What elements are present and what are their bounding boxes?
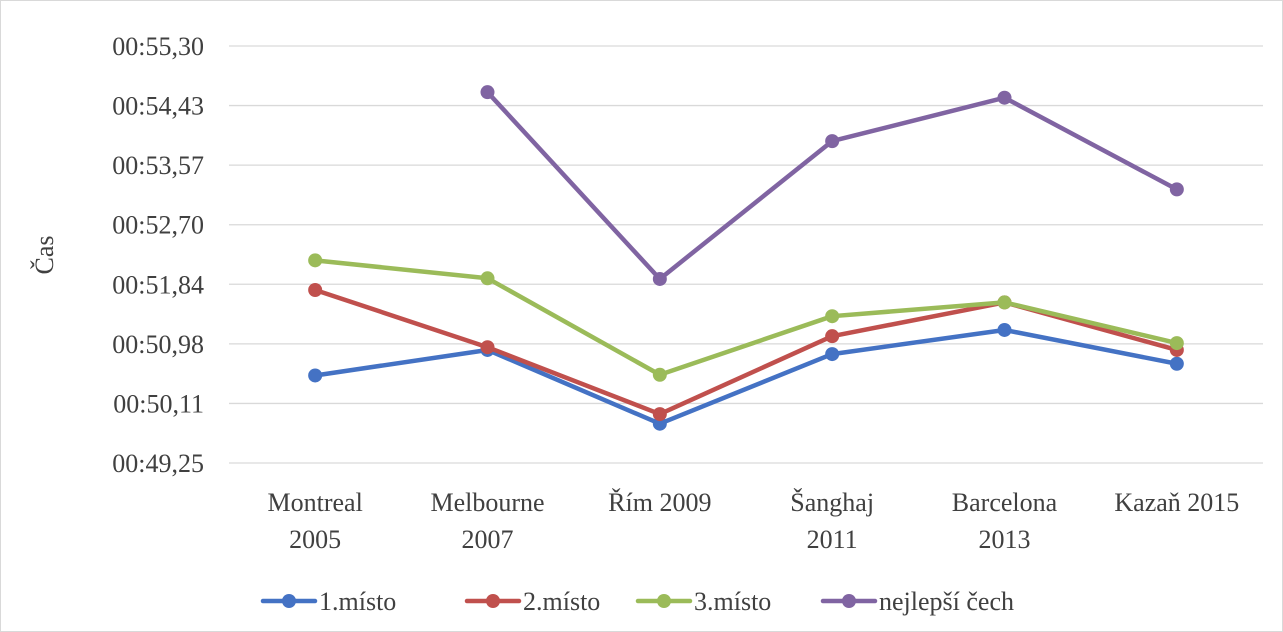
data-point xyxy=(308,253,323,268)
series-4 xyxy=(480,85,1184,286)
data-point xyxy=(308,368,323,383)
series-3 xyxy=(308,253,1184,382)
legend-item: 3.místo xyxy=(635,587,771,616)
legend-label: nejlepší čech xyxy=(879,587,1014,616)
x-tick-label: Melbourne 2007 xyxy=(430,488,544,554)
series-line xyxy=(312,327,1180,426)
series-2 xyxy=(308,282,1184,422)
data-point xyxy=(1169,182,1184,197)
y-axis-title: Čas xyxy=(30,236,59,275)
legend-label: 2.místo xyxy=(523,587,600,616)
x-tick-label: Barcelona 2013 xyxy=(952,488,1058,554)
data-point xyxy=(652,271,667,286)
y-tick-label: 00:52,70 xyxy=(112,211,204,240)
data-point xyxy=(308,282,323,297)
gridlines xyxy=(229,45,1263,464)
y-tick-label: 00:55,30 xyxy=(112,32,204,61)
data-point xyxy=(1169,356,1184,371)
data-point xyxy=(825,309,840,324)
data-point xyxy=(480,340,495,355)
x-tick-label: Šanghaj 2011 xyxy=(790,488,874,554)
legend-item: 2.místo xyxy=(464,587,600,616)
data-point xyxy=(997,295,1012,310)
legend-item: 1.místo xyxy=(260,587,396,616)
x-axis-ticks: Montreal 2005 Melbourne 2007 Řím 2009 Šanghaj… xyxy=(268,488,1240,554)
data-point xyxy=(480,271,495,286)
data-point xyxy=(480,85,495,100)
legend-marker xyxy=(486,594,500,608)
x-tick-label: Kazaň 2015 xyxy=(1114,488,1239,517)
legend: 1.místo 2.místo 3.místo nejlepší čech xyxy=(260,587,1014,616)
y-tick-label: 00:51,84 xyxy=(112,270,204,299)
series-line xyxy=(312,258,1180,378)
data-point xyxy=(825,134,840,149)
y-axis-ticks: 00:49,25 00:50,11 00:50,98 00:51,84 00:52,70… xyxy=(112,32,204,478)
x-tick-label: Montreal 2005 xyxy=(268,488,363,554)
y-tick-label: 00:54,43 xyxy=(112,92,204,121)
data-point xyxy=(652,367,667,382)
y-tick-label: 00:50,98 xyxy=(112,330,204,359)
series-lines xyxy=(308,85,1184,431)
legend-marker xyxy=(842,594,856,608)
data-point xyxy=(652,407,667,422)
data-point xyxy=(825,329,840,344)
legend-item: nejlepší čech xyxy=(820,587,1014,616)
data-point xyxy=(1169,336,1184,351)
series-line xyxy=(312,287,1180,417)
series-line xyxy=(485,89,1180,282)
x-tick-label: Řím 2009 xyxy=(608,488,711,517)
legend-label: 3.místo xyxy=(694,587,771,616)
legend-marker xyxy=(282,594,296,608)
data-point xyxy=(652,416,667,431)
data-point xyxy=(825,347,840,362)
y-tick-label: 00:50,11 xyxy=(113,389,204,418)
legend-marker xyxy=(657,594,671,608)
legend-label: 1.místo xyxy=(319,587,396,616)
data-point xyxy=(997,322,1012,337)
y-tick-label: 00:53,57 xyxy=(112,151,204,180)
y-tick-label: 00:49,25 xyxy=(112,449,204,478)
data-point xyxy=(997,90,1012,105)
